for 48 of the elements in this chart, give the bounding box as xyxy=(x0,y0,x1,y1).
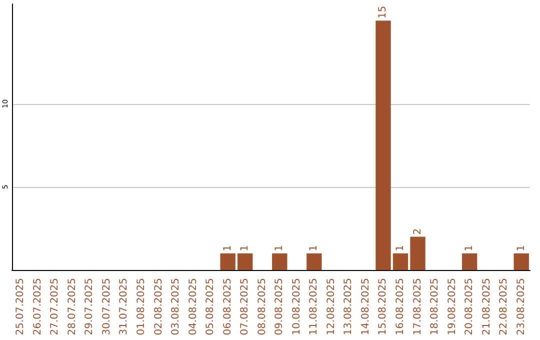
x-tick-label: 01.08.2025 xyxy=(136,278,147,336)
x-tick-label: 17.08.2025 xyxy=(412,278,424,336)
x-tick-label: 06.08.2025 xyxy=(222,278,234,336)
x-tick-label: 22.08.2025 xyxy=(498,278,510,336)
data-label: 15 xyxy=(378,6,389,19)
bar xyxy=(392,253,408,270)
x-tick-label: 26.07.2025 xyxy=(32,278,44,336)
x-tick-label: 20.08.2025 xyxy=(464,278,476,336)
bar xyxy=(514,253,529,270)
x-tick-label: 18.08.2025 xyxy=(430,278,441,336)
data-label: 1 xyxy=(395,245,406,252)
bar xyxy=(306,253,322,270)
x-tick-label: 16.08.2025 xyxy=(395,278,406,336)
x-tick-label: 28.07.2025 xyxy=(66,278,78,336)
x-tick-label: 31.07.2025 xyxy=(118,278,130,336)
data-label: 2 xyxy=(412,228,424,235)
x-tick-label: 21.08.2025 xyxy=(481,278,492,336)
x-tick-label: 07.08.2025 xyxy=(240,278,251,336)
bar xyxy=(410,236,426,270)
x-tick-label: 14.08.2025 xyxy=(360,278,372,336)
x-tick-label: 08.08.2025 xyxy=(256,278,268,336)
data-label: 1 xyxy=(464,245,476,252)
data-label: 1 xyxy=(516,245,527,252)
bar xyxy=(376,20,391,270)
x-tick-label: 13.08.2025 xyxy=(343,278,354,336)
x-tick-label: 03.08.2025 xyxy=(170,278,182,336)
bar xyxy=(272,253,288,270)
bar xyxy=(220,253,236,270)
data-label: 1 xyxy=(222,245,234,252)
x-tick-label: 30.07.2025 xyxy=(101,278,112,336)
x-tick-label: 10.08.2025 xyxy=(291,278,302,336)
data-label: 1 xyxy=(274,245,286,252)
x-tick-label: 25.07.2025 xyxy=(15,278,26,336)
bar xyxy=(238,253,253,270)
x-tick-label: 11.08.2025 xyxy=(308,278,320,336)
x-tick-label: 02.08.2025 xyxy=(153,278,164,336)
x-tick-label: 05.08.2025 xyxy=(205,278,216,336)
data-label: 1 xyxy=(308,245,320,252)
x-tick-label: 19.08.2025 xyxy=(446,278,458,336)
x-tick-label: 04.08.2025 xyxy=(188,278,199,336)
x-tick-label: 15.08.2025 xyxy=(378,278,389,336)
data-label: 1 xyxy=(240,245,251,252)
x-tick-label: 12.08.2025 xyxy=(326,278,337,336)
x-tick-label: 27.07.2025 xyxy=(50,278,61,336)
bar xyxy=(462,253,478,270)
x-tick-label: 29.07.2025 xyxy=(84,278,96,336)
x-tick-label: 09.08.2025 xyxy=(274,278,286,336)
x-tick-label: 23.08.2025 xyxy=(516,278,527,336)
